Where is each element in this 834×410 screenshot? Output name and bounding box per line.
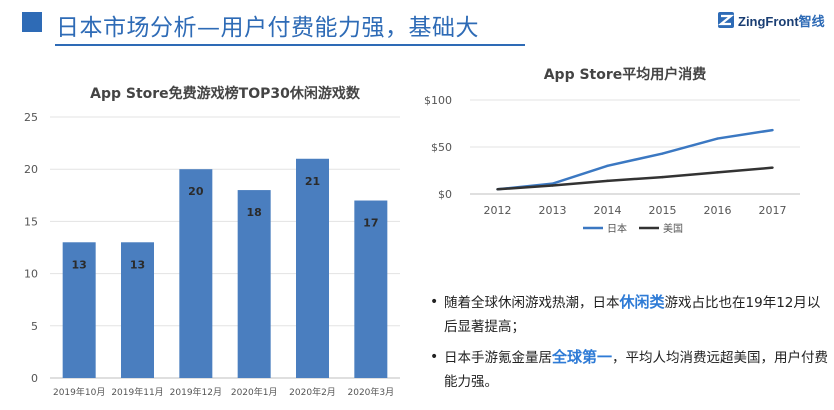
y-tick-label: 20 [24,163,38,176]
bar-data-label: 21 [305,175,320,188]
x-tick-label: 2020年3月 [348,386,395,398]
bullet-highlight: 休闲类 [619,293,665,311]
y-tick-label: $50 [431,141,452,154]
data-point [606,164,609,167]
data-point [771,128,774,132]
y-tick-label: 0 [31,372,38,385]
series-line-japan [497,128,773,191]
bullet-text: 日本手游氪金量居 [444,350,552,366]
data-point [661,175,664,179]
x-tick-label: 2020年2月 [289,386,336,398]
data-point [661,152,664,155]
x-tick-label: 2014 [594,204,622,217]
x-tick-label: 2015 [649,204,677,217]
zingfront-logo: ZingFront智线 [718,10,825,30]
x-tick-label: 2017 [759,204,787,217]
x-tick-label: 2012 [484,204,512,217]
bullet-dot: • [430,349,439,365]
x-tick-label: 2020年1月 [231,386,278,398]
logo-text: ZingFront智线 [738,11,825,30]
bar-data-label: 17 [363,217,378,230]
line-chart: App Store平均用户消费 $0 $50 $100 2012 2013 2014 2015… [424,66,800,235]
y-tick-label: 10 [24,268,38,281]
bar [237,190,271,378]
data-point [551,184,554,187]
x-tick-label: 2019年10月 [53,386,105,398]
bullet-item: • 日本手游氪金量居全球第一，平均人均消费远超美国，用户付费能力强。 [428,345,828,394]
logo-icon [718,12,734,28]
bullet-highlight: 全球第一 [552,348,613,366]
logo-name: ZingFront [738,13,799,29]
y-tick-label: 15 [24,215,38,228]
x-tick-label: 2016 [704,204,732,217]
legend-label: 美国 [663,222,683,235]
bullet-dot: • [430,294,439,310]
bar [296,158,329,378]
bar [62,242,96,378]
legend-label: 日本 [607,222,627,235]
bullet-text: 随着全球休闲游戏热潮，日本 [444,295,620,311]
x-tick-label: 2013 [539,204,567,217]
title-underline [55,44,525,46]
bullet-list: • 随着全球休闲游戏热潮，日本休闲类游戏占比也在19年12月以后显著提高； • … [428,290,828,400]
bullet-item: • 随着全球休闲游戏热潮，日本休闲类游戏占比也在19年12月以后显著提高； [428,290,828,339]
bar-chart: App Store免费游戏榜TOP30休闲游戏数 0 5 10 15 20 25 13 2019… [24,85,400,398]
data-point [771,166,774,169]
y-tick-label: 25 [24,111,38,124]
page-title: 日本市场分析—用户付费能力强，基础大 [56,15,479,41]
y-tick-label: $100 [424,94,452,107]
bullet-text: 游戏占比也在19年12月以后显著提高； [444,295,821,335]
y-tick-label: $0 [438,188,452,201]
data-point [716,137,719,140]
bar-data-label: 20 [188,185,204,198]
bar-chart-title: App Store免费游戏榜TOP30休闲游戏数 [90,85,361,102]
series-line-usa [497,166,773,191]
data-point [496,188,499,191]
line-chart-title: App Store平均用户消费 [544,66,707,83]
bar-data-label: 13 [72,258,87,271]
bar [354,200,388,378]
bullet-text: ，平均人均消费远超美国，用户付费能力强。 [444,350,829,390]
bar-data-label: 18 [247,206,262,219]
x-tick-label: 2019年12月 [170,386,222,398]
title-marker [22,12,42,32]
data-point [716,171,719,174]
logo-suffix: 智线 [798,13,825,29]
header: 日本市场分析—用户付费能力强，基础大 ZingFront智线 [0,0,834,56]
data-point [606,179,609,183]
y-tick-label: 5 [31,320,38,333]
bar-data-label: 13 [130,258,145,271]
bar [121,242,154,378]
x-tick-label: 2019年11月 [111,386,163,398]
bar [179,169,213,378]
